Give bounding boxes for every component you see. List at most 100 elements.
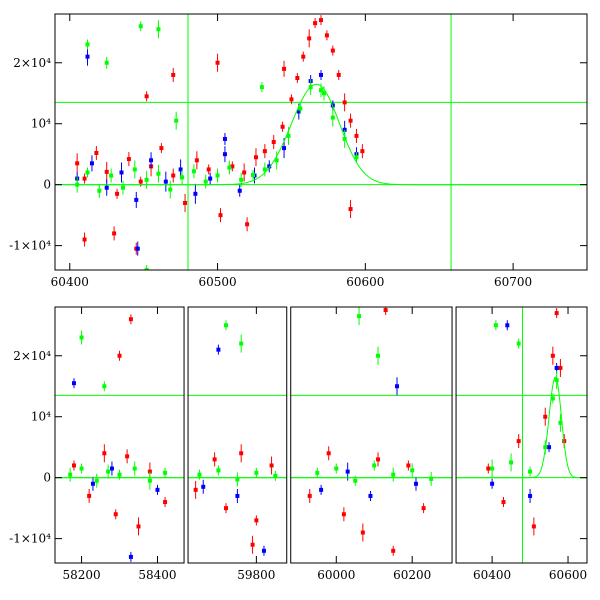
data-point-green <box>224 323 229 328</box>
data-point-green <box>239 341 244 346</box>
data-point-green <box>203 179 208 184</box>
data-point-green <box>509 460 514 465</box>
data-point-green <box>132 466 137 471</box>
data-point-blue <box>235 493 240 498</box>
data-point-blue <box>528 493 533 498</box>
x-tick-label: 60200 <box>393 568 431 582</box>
data-point-green <box>372 463 377 468</box>
data-point-green <box>315 470 320 475</box>
axes-frame <box>187 306 288 564</box>
data-point-blue <box>178 167 183 172</box>
data-point-red <box>360 149 365 154</box>
data-point-red <box>348 207 353 212</box>
data-point-red <box>336 72 341 77</box>
data-point-blue <box>222 152 227 157</box>
data-point-green <box>357 314 362 319</box>
data-point-red <box>87 493 92 498</box>
data-point-green <box>254 470 259 475</box>
data-point-blue <box>85 54 90 59</box>
data-point-green <box>330 115 335 120</box>
data-point-red <box>242 170 247 175</box>
data-point-green <box>528 469 533 474</box>
data-point-red <box>183 200 188 205</box>
data-point-blue <box>368 493 373 498</box>
data-point-blue <box>193 191 198 196</box>
x-tick-label: 60600 <box>346 275 384 289</box>
data-point-green <box>144 268 149 270</box>
data-point-green <box>558 420 563 425</box>
data-point-blue <box>89 161 94 166</box>
data-point-green <box>319 88 323 93</box>
data-point-red <box>289 97 294 102</box>
data-point-green <box>138 24 143 29</box>
data-point-green <box>298 106 303 111</box>
data-point-red <box>125 454 130 459</box>
y-tick-label: 10⁴ <box>31 117 51 131</box>
data-point-red <box>271 140 276 144</box>
data-point-red <box>324 33 329 38</box>
data-point-green <box>227 165 232 170</box>
data-point-green <box>132 167 137 172</box>
data-point-red <box>516 439 521 444</box>
data-point-red <box>383 308 388 313</box>
data-point-red <box>254 518 259 523</box>
x-tick-label: 59800 <box>237 568 275 582</box>
data-point-blue <box>104 185 109 190</box>
data-point-red <box>342 100 347 105</box>
data-point-green <box>94 478 99 483</box>
data-point-red <box>326 451 331 456</box>
data-point-green <box>156 27 161 32</box>
data-point-green <box>109 173 114 178</box>
data-point-red <box>391 548 396 553</box>
data-point-red <box>224 506 229 511</box>
data-point-blue <box>554 365 559 370</box>
axes-frame <box>54 306 185 564</box>
data-point-blue <box>342 127 347 132</box>
data-point-red <box>262 149 267 154</box>
data-point-red <box>163 500 168 505</box>
data-point-red <box>341 512 346 517</box>
data-point-blue <box>282 146 287 151</box>
data-point-blue <box>71 381 76 386</box>
data-point-green <box>102 384 107 389</box>
data-point-red <box>194 158 199 163</box>
data-point-blue <box>90 481 95 486</box>
data-point-green <box>354 155 359 160</box>
data-point-red <box>82 176 87 181</box>
data-point-green <box>274 158 279 163</box>
data-point-red <box>558 365 563 370</box>
data-point-green <box>79 335 84 340</box>
data-point-blue <box>413 481 418 486</box>
y-tick-label: 10⁴ <box>31 410 51 424</box>
data-point-blue <box>319 72 323 77</box>
data-point-blue <box>267 164 272 169</box>
data-point-red <box>102 451 107 456</box>
data-point-red <box>138 179 143 184</box>
data-point-blue <box>547 445 552 450</box>
data-point-green <box>144 177 149 182</box>
data-point-green <box>262 167 267 172</box>
data-point-green <box>516 341 521 346</box>
data-point-blue <box>163 179 168 184</box>
data-point-green <box>117 472 122 477</box>
data-point-red <box>313 21 318 26</box>
plot-area <box>55 14 587 270</box>
data-point-red <box>171 72 176 77</box>
bottom-panel-full-light-curve: 58200 58400 59800 60000 60200 60400 60600 -1×10… <box>9 306 588 582</box>
data-point-red <box>159 146 164 151</box>
data-point-blue <box>155 487 160 492</box>
data-point-red <box>126 157 131 162</box>
data-point-green <box>163 470 168 475</box>
data-point-red <box>360 530 365 535</box>
data-point-red <box>136 524 141 529</box>
data-point-red <box>230 164 235 169</box>
data-point-blue <box>490 481 495 486</box>
data-point-red <box>71 463 76 468</box>
data-point-green <box>550 396 555 401</box>
top-panel-light-curve: 60400 60500 60600 60700 -1×10⁴ 0 10⁴ 2×10⁴ <box>9 13 588 289</box>
data-point-green <box>410 468 415 473</box>
data-point-green <box>68 472 73 477</box>
data-point-red <box>406 463 411 468</box>
data-point-green <box>259 85 264 90</box>
data-point-blue <box>395 384 400 389</box>
